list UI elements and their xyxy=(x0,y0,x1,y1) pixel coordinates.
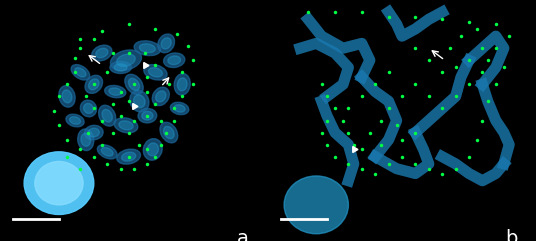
Ellipse shape xyxy=(98,145,117,159)
Ellipse shape xyxy=(85,125,103,140)
Ellipse shape xyxy=(142,111,153,120)
Ellipse shape xyxy=(88,128,99,137)
Ellipse shape xyxy=(78,129,94,151)
Ellipse shape xyxy=(114,64,127,71)
Ellipse shape xyxy=(122,152,136,161)
Ellipse shape xyxy=(102,109,113,122)
Ellipse shape xyxy=(130,91,149,112)
Ellipse shape xyxy=(155,91,166,102)
Circle shape xyxy=(24,152,94,214)
Ellipse shape xyxy=(119,121,133,130)
Ellipse shape xyxy=(62,90,72,103)
Ellipse shape xyxy=(152,87,169,106)
Ellipse shape xyxy=(92,45,112,61)
Ellipse shape xyxy=(174,74,190,95)
Ellipse shape xyxy=(148,68,162,77)
Ellipse shape xyxy=(168,56,181,65)
Ellipse shape xyxy=(85,75,102,94)
Ellipse shape xyxy=(96,48,108,58)
Ellipse shape xyxy=(109,88,122,95)
Circle shape xyxy=(284,176,348,234)
Ellipse shape xyxy=(177,78,187,91)
Ellipse shape xyxy=(99,105,116,126)
Ellipse shape xyxy=(163,126,174,139)
Ellipse shape xyxy=(101,147,113,156)
Text: b: b xyxy=(505,229,517,241)
Ellipse shape xyxy=(110,61,131,74)
Ellipse shape xyxy=(134,41,161,56)
Ellipse shape xyxy=(161,38,171,49)
Ellipse shape xyxy=(147,143,159,156)
Ellipse shape xyxy=(129,78,139,90)
Ellipse shape xyxy=(163,53,185,67)
Ellipse shape xyxy=(138,108,157,123)
Ellipse shape xyxy=(81,133,91,146)
Ellipse shape xyxy=(133,95,145,108)
Ellipse shape xyxy=(143,139,162,160)
Ellipse shape xyxy=(110,50,142,71)
Ellipse shape xyxy=(158,34,175,53)
Circle shape xyxy=(35,161,83,205)
Ellipse shape xyxy=(59,86,75,107)
Ellipse shape xyxy=(71,65,90,80)
Ellipse shape xyxy=(105,85,126,98)
Ellipse shape xyxy=(114,118,138,133)
Ellipse shape xyxy=(66,114,84,127)
Ellipse shape xyxy=(160,122,178,143)
Ellipse shape xyxy=(75,68,86,77)
Ellipse shape xyxy=(174,105,185,112)
Ellipse shape xyxy=(170,102,189,115)
Ellipse shape xyxy=(125,74,143,94)
Ellipse shape xyxy=(117,54,135,67)
Ellipse shape xyxy=(84,103,93,114)
Ellipse shape xyxy=(80,100,96,117)
Ellipse shape xyxy=(144,65,167,80)
Text: a: a xyxy=(237,229,249,241)
Ellipse shape xyxy=(88,79,99,90)
Ellipse shape xyxy=(70,117,80,124)
Ellipse shape xyxy=(117,149,140,164)
Ellipse shape xyxy=(139,44,155,53)
